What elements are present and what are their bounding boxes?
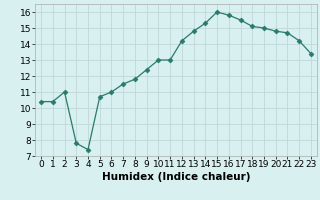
X-axis label: Humidex (Indice chaleur): Humidex (Indice chaleur) — [102, 172, 250, 182]
